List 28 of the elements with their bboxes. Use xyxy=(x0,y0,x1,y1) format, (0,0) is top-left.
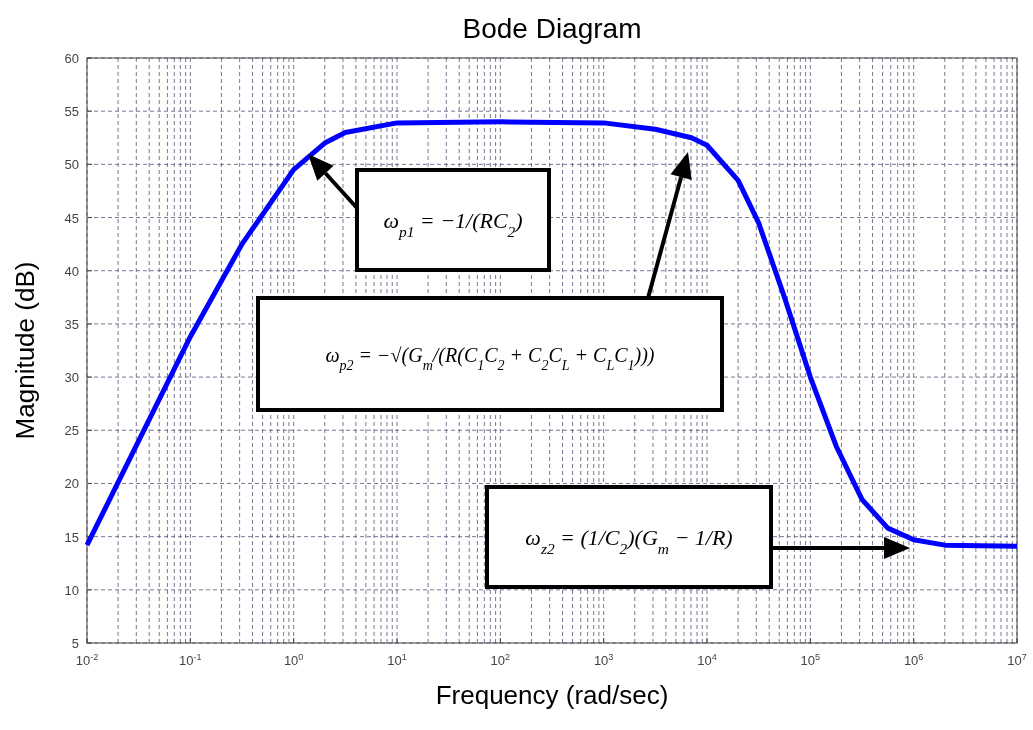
x-axis-title: Frequency (rad/sec) xyxy=(435,680,669,710)
y-tick-label: 50 xyxy=(64,157,79,173)
y-tick-label: 5 xyxy=(71,636,79,651)
text: ω$_{p2}$ = −√(G$_{m}$/(R(C$_{1}$C$_{2}$ + C$_{2}$C$_{L}$ + C$_{L}$C$_{1}$))) xyxy=(325,344,655,373)
x-tick-label: 10$^{-1}$ xyxy=(179,652,202,668)
x-tick-label: 10$^{5}$ xyxy=(800,652,821,668)
x-tick-label: 10$^{1}$ xyxy=(387,652,407,668)
y-axis-title: Magnitude (dB) xyxy=(10,261,40,440)
x-tick-label: 10$^{4}$ xyxy=(697,652,717,668)
x-tick-label: 10$^{3}$ xyxy=(593,652,614,668)
annotation: ω$_{z2}$ = (1/C$_{2}$)(G$_{m}$ − 1/R) xyxy=(525,525,733,557)
y-tick-label: 35 xyxy=(64,316,79,332)
y-tick-label: 25 xyxy=(64,423,79,439)
x-tick-label: 10$^{7}$ xyxy=(1007,652,1027,668)
x-tick-label: 10$^{-2}$ xyxy=(75,652,99,668)
y-tick-label: 10 xyxy=(64,582,79,598)
y-tick-label: 30 xyxy=(64,370,79,386)
chart-title: Bode Diagram xyxy=(462,13,642,44)
x-tick-label: 10$^{2}$ xyxy=(490,652,511,668)
y-tick-label: 15 xyxy=(64,529,79,545)
y-tick-label: 55 xyxy=(64,104,79,120)
y-tick-label: 60 xyxy=(64,51,79,66)
y-tick-label: 40 xyxy=(64,263,79,279)
x-tick-label: 10$^{0}$ xyxy=(283,652,304,668)
y-tick-label: 45 xyxy=(64,210,79,226)
annotation: ω$_{p1}$ = −1/(RC$_{2}$) xyxy=(383,208,523,240)
x-tick-label: 10$^{6}$ xyxy=(903,652,924,668)
y-tick-label: 20 xyxy=(64,476,79,492)
